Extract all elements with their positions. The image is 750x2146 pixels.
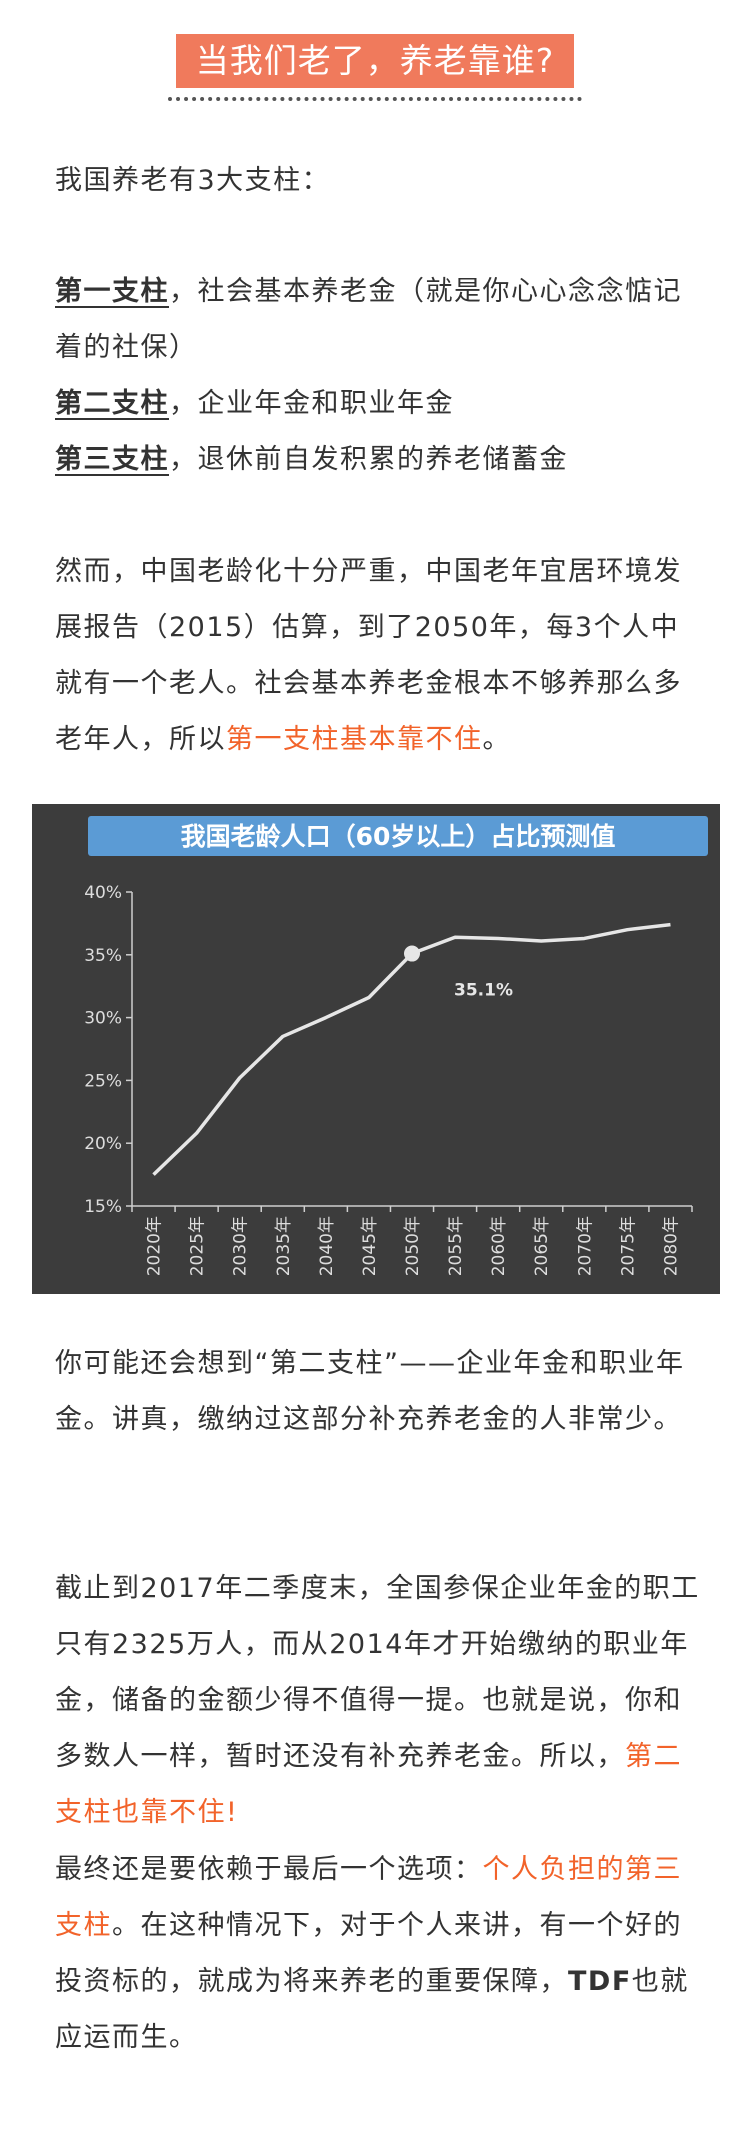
highlight-third-pillar: 个人负担的第三支柱	[55, 1854, 682, 1941]
chart-y-tick-label: 20%	[84, 1134, 122, 1154]
paragraph-enterprise-annuity-text: 截止到2017年二季度末，全国参保企业年金的职工只有2325万人，而从2014年…	[55, 1573, 700, 1772]
paragraph-enterprise-annuity: 截止到2017年二季度末，全国参保企业年金的职工只有2325万人，而从2014年…	[55, 1561, 705, 1841]
chart-y-tick-label: 25%	[84, 1071, 122, 1091]
pillar-2-name: 第二支柱	[55, 388, 169, 419]
article-title: 当我们老了，养老靠谁?	[175, 34, 575, 88]
intro-text: 我国养老有3大支柱：	[55, 165, 331, 196]
chart-x-tick-label: 2070年	[575, 1216, 595, 1276]
chart-y-tick-label: 30%	[84, 1009, 122, 1029]
paragraph-third-pillar-end: 也就应运而生。	[55, 1966, 689, 2053]
chart-title: 我国老龄人口（60岁以上）占比预测值	[181, 822, 616, 851]
pillar-3: 第三支柱，退休前自发积累的养老储蓄金	[55, 432, 705, 488]
chart-y-tick-label: 15%	[84, 1197, 122, 1217]
chart-canvas: 我国老龄人口（60岁以上）占比预测值 15% 20% 25% 30% 35% 40% 202…	[84, 816, 708, 1276]
chart-x-tick-label: 2065年	[532, 1216, 552, 1276]
chart-x-tick-label: 2055年	[446, 1216, 466, 1276]
aging-population-chart: 我国老龄人口（60岁以上）占比预测值 15% 20% 25% 30% 35% 40% 202…	[32, 804, 720, 1294]
chart-x-tick-label: 2030年	[231, 1216, 251, 1276]
paragraph-aging-text: 然而，中国老龄化十分严重，中国老年宜居环境发展报告（2015）估算，到了2050…	[55, 556, 682, 755]
chart-y-tick-label: 35%	[84, 946, 122, 966]
chart-x-tick-label: 2045年	[360, 1216, 380, 1276]
paragraph-third-pillar-text2: 。在这种情况下，对于个人来讲，有一个好的投资标的，就成为将来养老的重要保障，	[55, 1910, 682, 1997]
pillar-1-name: 第一支柱	[55, 276, 169, 307]
pillar-2-desc: ，企业年金和职业年金	[169, 388, 454, 419]
chart-data-label: 35.1%	[454, 981, 513, 1001]
paragraph-third-pillar-text: 最终还是要依赖于最后一个选项：	[55, 1854, 483, 1885]
title-container: 当我们老了，养老靠谁?	[0, 34, 750, 88]
tdf-label: TDF	[568, 1966, 632, 1997]
highlight-pillar2-unreliable: 第二支柱也靠不住!	[55, 1741, 682, 1828]
paragraph-aging: 然而，中国老龄化十分严重，中国老年宜居环境发展报告（2015）估算，到了2050…	[55, 544, 705, 768]
paragraph-aging-end: 。	[482, 724, 511, 755]
title-dotted-divider	[168, 97, 582, 101]
paragraph-second-pillar: 你可能还会想到“第二支柱”——企业年金和职业年金。讲真，缴纳过这部分补充养老金的…	[55, 1348, 685, 1435]
chart-y-tick-label: 40%	[84, 883, 122, 903]
chart-x-tick-label: 2060年	[489, 1216, 509, 1276]
highlight-pillar1-unreliable: 第一支柱基本靠不住	[226, 724, 483, 755]
pillar-3-name: 第三支柱	[55, 444, 169, 475]
pillar-2: 第二支柱，企业年金和职业年金	[55, 376, 705, 432]
pillar-1-desc: ，社会基本养老金（就是你心心念念惦记着的社保）	[55, 276, 682, 363]
chart-x-tick-label: 2075年	[618, 1216, 638, 1276]
chart-x-tick-label: 2020年	[145, 1216, 165, 1276]
chart-title-bar	[88, 816, 708, 856]
chart-x-tick-label: 2025年	[188, 1216, 208, 1276]
chart-x-tick-label: 2080年	[661, 1216, 681, 1276]
pillar-1: 第一支柱，社会基本养老金（就是你心心念念惦记着的社保）	[55, 264, 705, 376]
paragraph-third-pillar: 最终还是要依赖于最后一个选项：个人负担的第三支柱。在这种情况下，对于个人来讲，有…	[55, 1842, 705, 2066]
chart-series-line	[152, 922, 671, 1176]
chart-x-tick-label: 2050年	[403, 1216, 423, 1276]
chart-data-point	[404, 945, 420, 962]
chart-x-tick-label: 2040年	[317, 1216, 337, 1276]
chart-x-tick-label: 2035年	[274, 1216, 294, 1276]
pillar-3-desc: ，退休前自发积累的养老储蓄金	[169, 444, 568, 475]
